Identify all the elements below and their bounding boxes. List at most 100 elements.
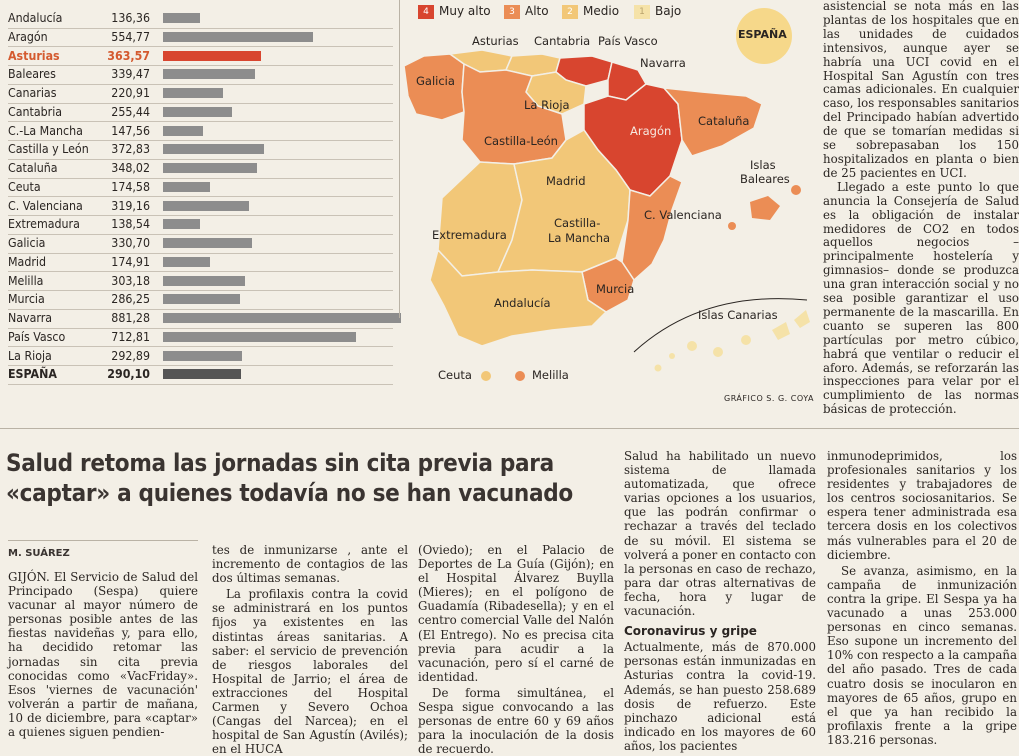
label-navarra: Navarra	[640, 56, 686, 70]
article-column-4: Salud ha habilitado un nuevo sistema de …	[624, 449, 816, 753]
row-name: Murcia	[8, 292, 45, 307]
region-canarias-island	[741, 335, 751, 345]
row-name: ESPAÑA	[8, 367, 57, 382]
right-column-text: asistencial se nota más en las plantas d…	[823, 0, 1019, 416]
table-row: C.-La Mancha 147,56	[8, 122, 393, 142]
canarias-inset-line	[633, 298, 808, 353]
row-name: Baleares	[8, 67, 56, 82]
row-name: C. Valenciana	[8, 198, 83, 213]
row-bar	[163, 369, 242, 380]
label-asturias: Asturias	[472, 34, 519, 48]
region-baleares-mallorca	[750, 196, 780, 220]
legend-item-muy-alto: 4 Muy alto	[418, 4, 491, 19]
article-column-2: tes de inmunizarse , ante el incremento …	[212, 543, 408, 756]
row-name: País Vasco	[8, 329, 66, 344]
region-melilla-dot	[515, 371, 525, 381]
legend-swatch: 1	[634, 4, 650, 19]
table-row: Asturias 363,57	[8, 47, 393, 67]
row-bar	[163, 13, 200, 23]
table-row: Melilla 303,18	[8, 272, 393, 292]
row-name: Canarias	[8, 86, 57, 100]
subheading: Coronavirus y gripe	[624, 624, 757, 639]
row-value: 712,81	[111, 329, 150, 344]
row-name: Ceuta	[8, 179, 41, 194]
paragraph: tes de inmunizarse , ante el incremento …	[212, 543, 408, 586]
row-bar	[163, 275, 245, 286]
row-bar	[163, 200, 250, 211]
row-value: 303,18	[111, 273, 150, 288]
row-value: 174,91	[111, 254, 150, 269]
row-name: Asturias	[8, 48, 60, 63]
row-bar	[163, 238, 253, 248]
row-bar	[163, 144, 264, 155]
paragraph: La profilaxis contra la covid se adminis…	[212, 587, 408, 756]
row-value: 348,02	[111, 161, 150, 175]
region-canarias-island	[669, 353, 675, 359]
table-row: Castilla y León 372,83	[8, 140, 393, 160]
column-divider	[399, 0, 400, 318]
table-row: Canarias 220,91	[8, 84, 393, 104]
paragraph: (Oviedo); en el Palacio de Deportes de L…	[418, 543, 614, 684]
incidence-table: Andalucía 136,36 Aragón 554,77 Asturias 363,5…	[0, 0, 401, 390]
label-cantabria: Cantabria	[534, 34, 591, 48]
paragraph: Se avanza, asimismo, en la campaña de in…	[827, 563, 1017, 747]
region-cataluna	[662, 87, 763, 157]
row-bar	[163, 69, 255, 80]
paragraph: GIJÓN. El Servicio de Salud del Principa…	[8, 570, 198, 740]
section-rule	[0, 428, 1019, 429]
table-row: Navarra 881,28	[8, 309, 401, 329]
row-value: 255,44	[111, 104, 150, 119]
row-name: La Rioja	[8, 348, 52, 363]
label-galicia: Galicia	[416, 74, 455, 88]
row-name: Aragón	[8, 29, 48, 44]
row-value: 372,83	[111, 142, 150, 157]
row-bar	[163, 256, 211, 267]
row-bar	[163, 181, 211, 192]
legend-item-bajo: 1 Bajo	[634, 4, 681, 19]
row-bar	[163, 88, 223, 98]
legend-swatch: 4	[418, 4, 434, 19]
label-valenciana: C. Valenciana	[644, 208, 722, 222]
row-value: 554,77	[111, 29, 150, 44]
table-row: Ceuta 174,58	[8, 178, 393, 198]
table-row: Galicia 330,70	[8, 234, 393, 254]
row-value: 138,54	[111, 217, 150, 232]
label-madrid: Madrid	[546, 174, 586, 188]
table-row: País Vasco 712,81	[8, 328, 393, 348]
label-baleares-1: Islas	[750, 158, 776, 172]
label-murcia: Murcia	[596, 282, 635, 296]
row-bar	[163, 125, 203, 136]
row-name: C.-La Mancha	[8, 123, 83, 138]
row-name: Navarra	[8, 311, 53, 325]
paragraph: inmunodeprimidos, los profesionales sani…	[827, 449, 1017, 562]
label-cataluna: Cataluña	[698, 114, 750, 128]
row-value: 136,36	[111, 11, 150, 25]
label-la-rioja: La Rioja	[524, 98, 570, 112]
row-name: Andalucía	[8, 11, 63, 25]
table-row: C. Valenciana 319,16	[8, 197, 393, 217]
row-name: Cataluña	[8, 161, 58, 175]
label-canarias: Islas Canarias	[698, 308, 778, 322]
spain-map-svg	[403, 8, 810, 381]
label-castilla-la-mancha-1: Castilla-	[554, 216, 601, 230]
byline: M. SUÁREZ	[8, 548, 70, 559]
espana-badge-circle	[736, 8, 792, 64]
label-melilla: Melilla	[532, 368, 569, 382]
row-bar	[163, 219, 201, 230]
region-valenciana	[621, 175, 683, 282]
region-canarias-island	[772, 322, 790, 340]
paragraph: asistencial se nota más en las plantas d…	[823, 0, 1019, 180]
table-row: Baleares 339,47	[8, 65, 393, 85]
label-extremadura: Extremadura	[432, 228, 507, 242]
paragraph: Llegado a este punto lo que anuncia la C…	[823, 179, 1019, 417]
row-value: 363,57	[107, 48, 150, 63]
row-value: 286,25	[111, 292, 150, 307]
row-value: 290,10	[107, 367, 150, 382]
label-castilla-la-mancha-2: La Mancha	[548, 231, 611, 245]
table-row: La Rioja 292,89	[8, 347, 393, 367]
region-andalucia	[429, 248, 608, 347]
table-row: Aragón 554,77	[8, 28, 393, 48]
row-value: 339,47	[111, 67, 150, 82]
byline-rule	[8, 540, 198, 541]
row-name: Galicia	[8, 236, 46, 250]
